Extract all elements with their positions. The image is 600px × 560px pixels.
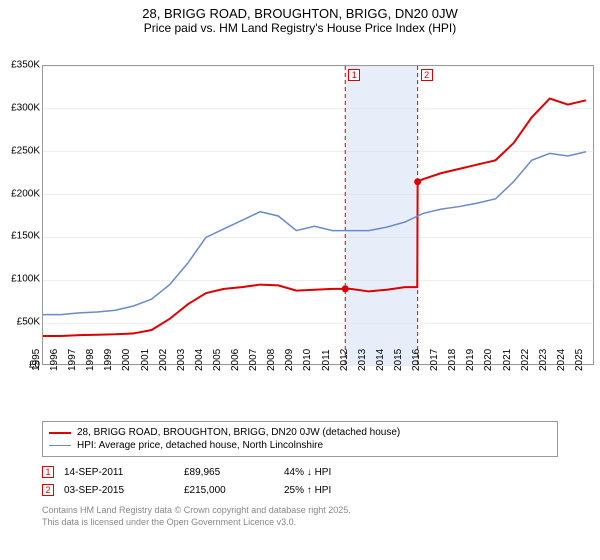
legend-swatch <box>49 445 71 446</box>
y-axis-tick: £150K <box>0 231 40 242</box>
x-axis-tick: 1999 <box>103 349 114 371</box>
x-axis-tick: 2001 <box>139 349 150 371</box>
legend-item-price-paid: 28, BRIGG ROAD, BROUGHTON, BRIGG, DN20 0… <box>49 426 551 439</box>
sale-point-num: 1 <box>42 466 54 478</box>
x-axis-tick: 2011 <box>321 349 332 371</box>
y-axis-tick: £300K <box>0 102 40 113</box>
x-axis-tick: 2012 <box>339 349 350 371</box>
legend-label: 28, BRIGG ROAD, BROUGHTON, BRIGG, DN20 0… <box>77 427 400 438</box>
x-axis-tick: 1996 <box>49 349 60 371</box>
y-axis-tick: £350K <box>0 60 40 71</box>
sale-point-price: £215,000 <box>184 485 284 496</box>
sale-point-num: 2 <box>42 484 54 496</box>
title-line-2: Price paid vs. HM Land Registry's House … <box>0 21 600 35</box>
x-axis-tick: 2018 <box>447 349 458 371</box>
sale-point-note: 25% ↑ HPI <box>284 485 384 496</box>
chart-container: £0£50K£100K£150K£200K£250K£300K£350K 199… <box>0 37 600 417</box>
x-axis-tick: 2024 <box>556 349 567 371</box>
x-axis-tick: 2010 <box>302 349 313 371</box>
x-axis-tick: 2016 <box>411 349 422 371</box>
x-axis-tick: 2014 <box>375 349 386 371</box>
legend-swatch <box>49 432 71 434</box>
y-axis-tick: £50K <box>0 317 40 328</box>
attribution-footer: Contains HM Land Registry data © Crown c… <box>42 505 558 528</box>
y-axis-tick: £200K <box>0 188 40 199</box>
sale-point-date: 14-SEP-2011 <box>64 467 184 478</box>
x-axis-tick: 2006 <box>230 349 241 371</box>
chart-marker: 1 <box>348 69 360 81</box>
footer-line: Contains HM Land Registry data © Crown c… <box>42 505 558 517</box>
x-axis-tick: 2008 <box>266 349 277 371</box>
x-axis-tick: 2019 <box>465 349 476 371</box>
x-axis-tick: 2022 <box>520 349 531 371</box>
sale-point-row: 2 03-SEP-2015 £215,000 25% ↑ HPI <box>42 481 558 499</box>
x-axis-tick: 2020 <box>483 349 494 371</box>
x-axis-tick: 2000 <box>121 349 132 371</box>
x-axis-tick: 2017 <box>429 349 440 371</box>
sale-point-row: 1 14-SEP-2011 £89,965 44% ↓ HPI <box>42 463 558 481</box>
legend-item-hpi: HPI: Average price, detached house, Nort… <box>49 439 551 452</box>
x-axis-tick: 2015 <box>393 349 404 371</box>
x-axis-tick: 2002 <box>158 349 169 371</box>
chart-marker: 2 <box>421 69 433 81</box>
y-axis-tick: £100K <box>0 274 40 285</box>
y-axis-tick: £250K <box>0 145 40 156</box>
x-axis-tick: 2007 <box>248 349 259 371</box>
x-axis-tick: 2003 <box>176 349 187 371</box>
title-line-1: 28, BRIGG ROAD, BROUGHTON, BRIGG, DN20 0… <box>0 6 600 21</box>
chart-title: 28, BRIGG ROAD, BROUGHTON, BRIGG, DN20 0… <box>0 0 600 37</box>
x-axis-tick: 2021 <box>501 349 512 371</box>
x-axis-tick: 2004 <box>194 349 205 371</box>
sale-points-table: 1 14-SEP-2011 £89,965 44% ↓ HPI 2 03-SEP… <box>42 463 558 499</box>
x-axis-tick: 1997 <box>67 349 78 371</box>
x-axis-tick: 2009 <box>284 349 295 371</box>
sale-point-note: 44% ↓ HPI <box>284 467 384 478</box>
plot-area <box>42 65 594 365</box>
legend-label: HPI: Average price, detached house, Nort… <box>77 440 323 451</box>
footer-line: This data is licensed under the Open Gov… <box>42 517 558 529</box>
x-axis-tick: 2013 <box>357 349 368 371</box>
x-axis-tick: 2023 <box>538 349 549 371</box>
sale-point-price: £89,965 <box>184 467 284 478</box>
x-axis-tick: 1995 <box>31 349 42 371</box>
legend: 28, BRIGG ROAD, BROUGHTON, BRIGG, DN20 0… <box>42 421 558 457</box>
x-axis-tick: 1998 <box>85 349 96 371</box>
x-axis-tick: 2025 <box>574 349 585 371</box>
x-axis-tick: 2005 <box>212 349 223 371</box>
sale-point-date: 03-SEP-2015 <box>64 485 184 496</box>
